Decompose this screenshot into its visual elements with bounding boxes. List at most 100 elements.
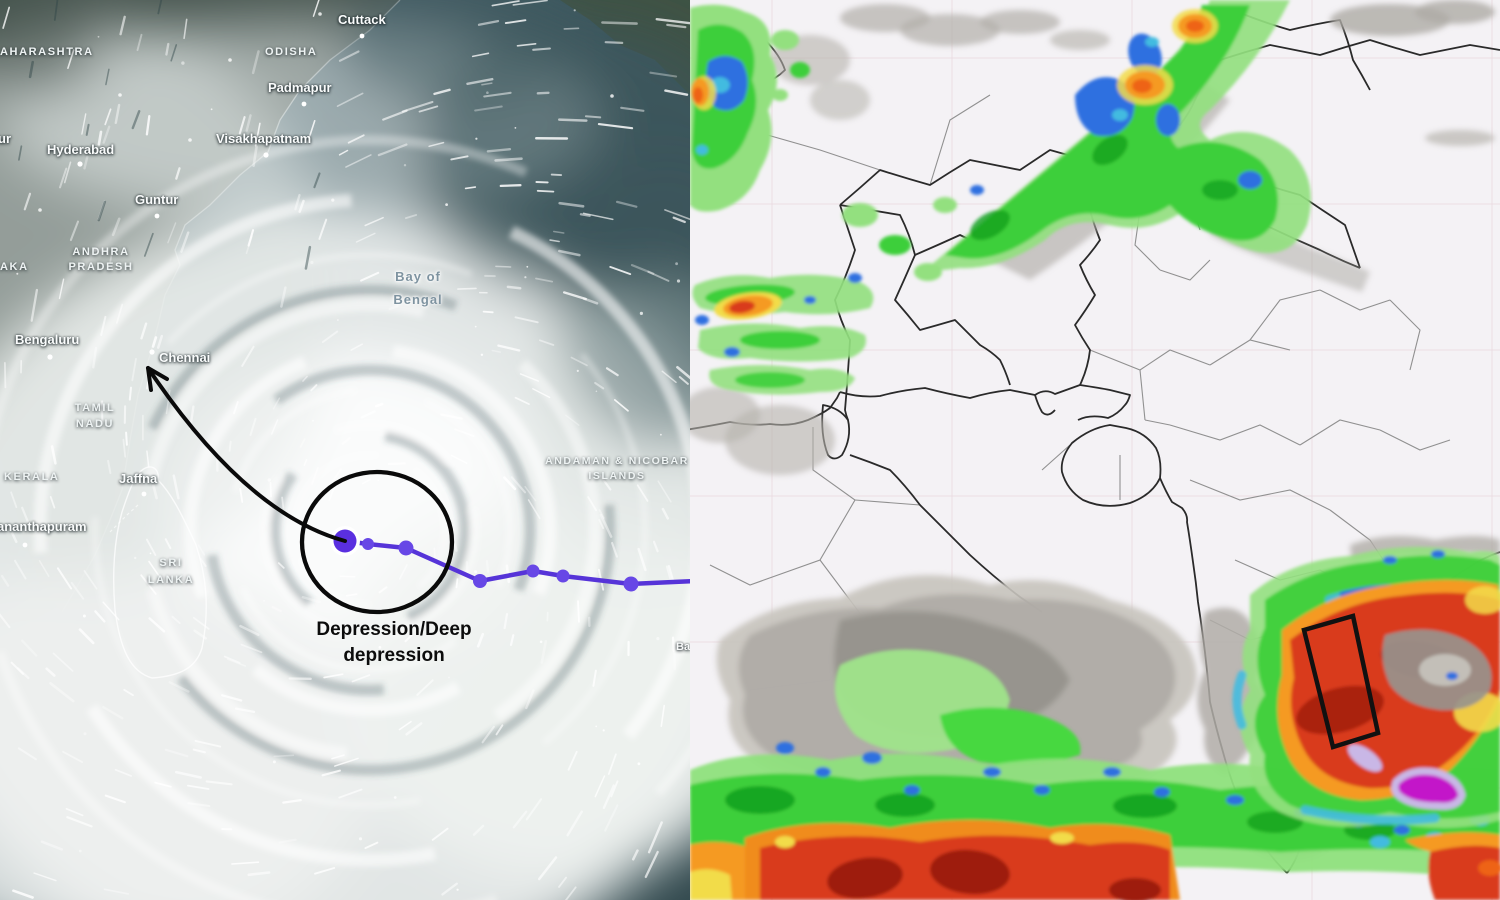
wind-streak	[52, 652, 74, 672]
cloud-glint	[573, 9, 576, 12]
wind-streak	[495, 265, 512, 268]
wind-streak	[66, 816, 93, 828]
cloud-glint	[595, 390, 598, 393]
wind-streak	[516, 42, 537, 47]
wind-streak	[312, 0, 320, 17]
wind-streak	[398, 720, 412, 731]
wind-streak	[280, 286, 287, 308]
cloud-glint	[656, 637, 660, 641]
wind-streak	[476, 632, 485, 648]
wind-streak	[483, 91, 512, 98]
wind-streak	[63, 161, 72, 184]
spiral-arc	[33, 193, 690, 867]
wind-streak	[387, 462, 406, 466]
wind-streak	[607, 753, 617, 775]
wind-streak	[503, 612, 509, 630]
wind-streak	[450, 155, 469, 161]
wind-streak	[558, 876, 568, 888]
wind-streak	[140, 574, 157, 595]
wind-streak	[440, 413, 463, 420]
satellite-cyclone-panel: AHARASHTRA Cuttack ODISHA Padmapur Visak…	[0, 0, 690, 900]
spiral-dark-arc	[124, 284, 616, 776]
wind-streak	[605, 367, 619, 377]
wind-streak	[481, 725, 495, 744]
wind-streak	[667, 564, 675, 583]
wind-streak	[21, 639, 38, 657]
precipitation-layer	[690, 0, 1500, 900]
wind-streak	[107, 459, 112, 475]
wind-streak	[615, 200, 638, 208]
wind-streak	[247, 871, 271, 877]
cloud-glint	[272, 760, 276, 764]
wind-streak	[364, 841, 379, 850]
wind-streak	[352, 626, 361, 630]
wind-streak	[514, 396, 530, 405]
wind-streak	[281, 496, 285, 509]
cloud-glint	[149, 552, 152, 555]
wind-streak	[146, 450, 150, 468]
wind-streak	[360, 410, 376, 419]
wind-streak	[194, 739, 222, 748]
wind-streak	[536, 189, 555, 193]
wind-streak	[509, 634, 515, 647]
rann-border	[839, 384, 1081, 399]
wind-streak	[377, 143, 408, 157]
wind-streak	[94, 610, 106, 623]
cloud-glint	[267, 478, 271, 482]
cloud-glint	[97, 35, 100, 38]
wind-streak	[269, 481, 272, 498]
wind-streak	[649, 71, 678, 78]
wind-streak	[350, 343, 364, 351]
wind-streak	[143, 232, 154, 257]
spiral-dark-arc	[204, 364, 536, 696]
wind-streak	[10, 491, 18, 509]
wind-streak	[491, 0, 520, 7]
wind-streak	[205, 780, 233, 786]
wind-streak	[240, 643, 263, 654]
wind-streak	[270, 419, 279, 435]
wind-streak	[599, 513, 613, 538]
wind-streak	[221, 694, 243, 702]
cloud-glint	[82, 614, 86, 618]
wind-streak	[30, 288, 39, 322]
wind-streak	[304, 245, 312, 270]
wind-streak	[239, 624, 260, 636]
wind-streak	[83, 570, 98, 590]
wind-streak	[65, 807, 84, 817]
wind-streak	[102, 125, 111, 144]
wind-streak	[18, 145, 23, 161]
cloud-glint	[514, 127, 517, 129]
wind-streak	[49, 495, 56, 509]
cyclone-satellite-svg	[0, 0, 690, 900]
precipitation-svg	[690, 0, 1500, 900]
wind-streak	[524, 485, 537, 502]
wind-streak	[234, 707, 256, 714]
wind-streak	[610, 780, 619, 798]
cloud-glint	[445, 203, 448, 207]
wind-streak	[303, 458, 308, 467]
wind-streak	[339, 575, 356, 578]
wind-streak	[592, 669, 597, 687]
wind-streak	[104, 108, 112, 126]
wind-streak	[97, 200, 106, 221]
wind-streak	[172, 474, 180, 500]
wind-streak	[271, 605, 282, 613]
wind-streak	[23, 192, 32, 211]
wind-streak	[525, 798, 543, 821]
wind-streak	[660, 704, 666, 728]
wind-streak	[416, 679, 434, 696]
wind-streak	[364, 216, 384, 227]
cloud-glint	[602, 729, 605, 732]
wind-streak	[45, 667, 56, 677]
wind-streak	[647, 270, 670, 282]
wind-streak	[282, 798, 302, 804]
wind-streak	[131, 109, 141, 130]
cloud-glint	[486, 91, 489, 94]
wind-streak	[123, 688, 134, 697]
wind-streak	[249, 417, 257, 437]
wind-streak	[145, 114, 151, 136]
wind-streak	[103, 888, 130, 895]
wind-streak	[405, 722, 423, 736]
wind-streak	[114, 768, 133, 777]
wind-streak	[338, 788, 363, 799]
